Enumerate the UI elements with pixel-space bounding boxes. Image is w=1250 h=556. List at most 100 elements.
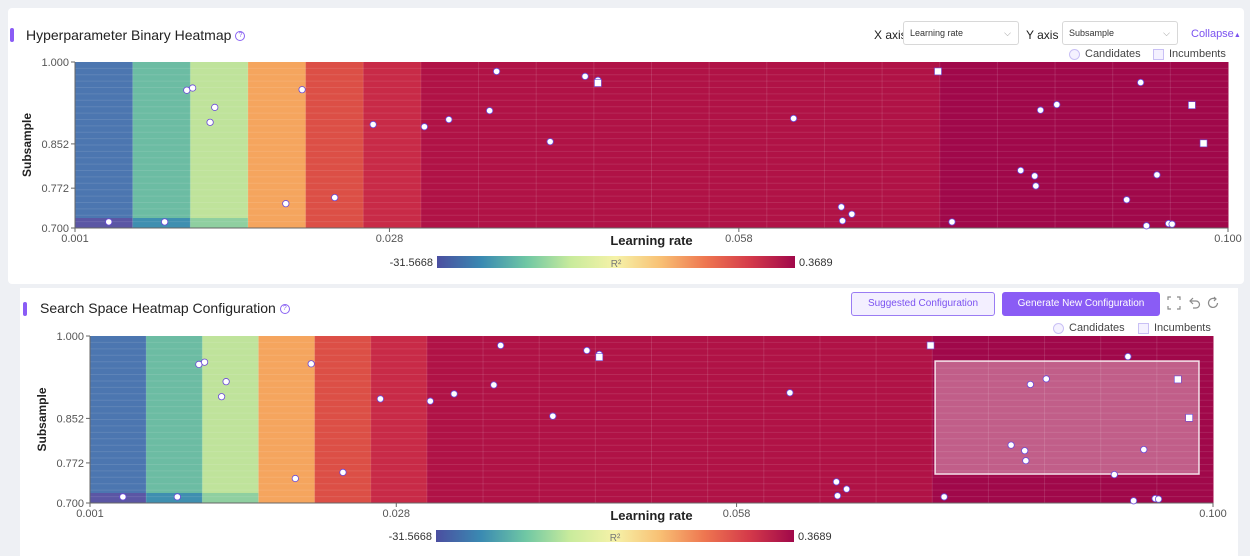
heatmap-cell: [247, 62, 307, 228]
candidate-point: [1154, 495, 1163, 503]
incumbent-point: [1174, 375, 1182, 384]
candidate-point: [833, 492, 842, 500]
incumbent-point: [595, 353, 604, 361]
heatmap-cell: [132, 62, 191, 228]
heatmap-cell: [593, 62, 652, 228]
heatmap-cell: [876, 336, 933, 503]
heatmap-cell: [483, 336, 540, 503]
heatmap-cell: [882, 62, 941, 228]
candidate-point: [948, 218, 956, 226]
candidate-point: [549, 412, 557, 420]
heatmap-cell: [1044, 336, 1102, 503]
candidate-point: [298, 86, 306, 94]
candidate-point: [486, 107, 494, 115]
colorbar-max-label: 0.3689: [799, 257, 833, 269]
heatmap-cell: [932, 336, 989, 503]
candidate-point: [339, 468, 347, 476]
heatmap-cell: [478, 62, 537, 228]
circle-icon: [1053, 322, 1064, 334]
help-icon[interactable]: ?: [235, 31, 246, 42]
x-tick-label: 0.028: [376, 233, 404, 245]
candidate-point: [1032, 182, 1040, 190]
candidate-point: [331, 193, 339, 202]
heatmap-cell: [90, 492, 147, 503]
heatmap-cell: [651, 62, 710, 228]
selection-region: [934, 360, 1200, 475]
heatmap-cell: [146, 336, 203, 503]
candidate-point: [369, 120, 377, 129]
x-axis-select-label: X axis: [874, 28, 907, 42]
help-icon[interactable]: ?: [279, 304, 290, 315]
heatmap-cell: [202, 492, 259, 503]
candidate-point: [282, 200, 290, 208]
candidate-point: [206, 118, 214, 126]
colorbar-min-label: -31.5668: [390, 257, 433, 269]
heatmap-cell: [707, 336, 765, 503]
colorbar-title: R²: [610, 533, 621, 544]
heatmap-cell: [1170, 62, 1229, 228]
x-axis-select[interactable]: Learning rate ⌵: [903, 21, 1019, 45]
colorbar: [437, 256, 795, 268]
y-tick-label: 0.852: [56, 413, 84, 425]
candidate-point: [1026, 380, 1034, 389]
candidate-point: [1053, 101, 1061, 109]
candidate-point: [838, 217, 847, 225]
circle-icon: [1069, 48, 1080, 60]
y-axis-title: Subsample: [35, 387, 49, 451]
candidate-point: [786, 389, 794, 397]
heatmap-cell: [819, 336, 877, 503]
heatmap-cell: [1100, 336, 1158, 503]
candidate-point: [307, 360, 315, 368]
incumbent-point: [594, 79, 602, 87]
legend-incumbents[interactable]: Incumbents: [1153, 48, 1226, 60]
heatmap-cell: [763, 336, 821, 503]
legend-incumbents[interactable]: Incumbents: [1138, 322, 1211, 334]
heatmap-cell: [997, 62, 1056, 228]
candidate-point: [1129, 497, 1138, 505]
heatmap-cell: [75, 62, 134, 228]
y-tick-label: 0.772: [41, 183, 69, 195]
candidate-point: [200, 358, 209, 366]
heatmap-cell: [539, 336, 596, 503]
collapse-link[interactable]: Collapse▲: [1191, 28, 1241, 40]
heatmap-cell: [258, 336, 316, 503]
candidate-point: [450, 390, 458, 398]
legend-candidates[interactable]: Candidates: [1053, 322, 1125, 334]
heatmap-cell: [1055, 62, 1114, 228]
candidate-point: [581, 72, 589, 80]
colorbar-title: R²: [611, 259, 622, 270]
candidate-point: [1153, 171, 1161, 179]
legend-incumbents-label: Incumbents: [1169, 48, 1226, 60]
legend-incumbents-label: Incumbents: [1154, 322, 1211, 334]
colorbar-min-label: -31.5668: [389, 531, 432, 543]
x-tick-label: 0.100: [1214, 233, 1242, 245]
candidate-point: [848, 210, 856, 218]
colorbar-max-label: 0.3689: [798, 531, 832, 543]
legend-candidates[interactable]: Candidates: [1069, 48, 1141, 60]
heatmap-cell: [939, 62, 998, 228]
heatmap-cell: [426, 336, 484, 503]
fullscreen-icon[interactable]: [1167, 296, 1181, 310]
generate-configuration-button[interactable]: Generate New Configuration: [1002, 292, 1160, 316]
suggested-configuration-button[interactable]: Suggested Configuration: [851, 292, 995, 316]
reset-icon[interactable]: [1206, 296, 1220, 310]
candidate-point: [1042, 375, 1050, 383]
candidate-point: [940, 493, 948, 501]
y-axis-select[interactable]: Subsample ⌵: [1062, 21, 1178, 45]
candidate-point: [211, 103, 219, 111]
heatmap-cell: [75, 218, 133, 228]
candidate-point: [119, 493, 127, 501]
candidate-point: [1031, 172, 1039, 180]
undo-icon[interactable]: [1187, 296, 1201, 310]
candidate-point: [1140, 445, 1148, 454]
candidate-point: [189, 84, 197, 92]
candidate-point: [789, 114, 798, 123]
candidate-point: [217, 393, 226, 401]
y-axis-select-value: Subsample: [1069, 28, 1115, 38]
incumbent-point: [926, 341, 935, 350]
candidate-point: [1021, 447, 1029, 455]
candidate-point: [222, 378, 230, 386]
candidate-point: [493, 67, 501, 76]
